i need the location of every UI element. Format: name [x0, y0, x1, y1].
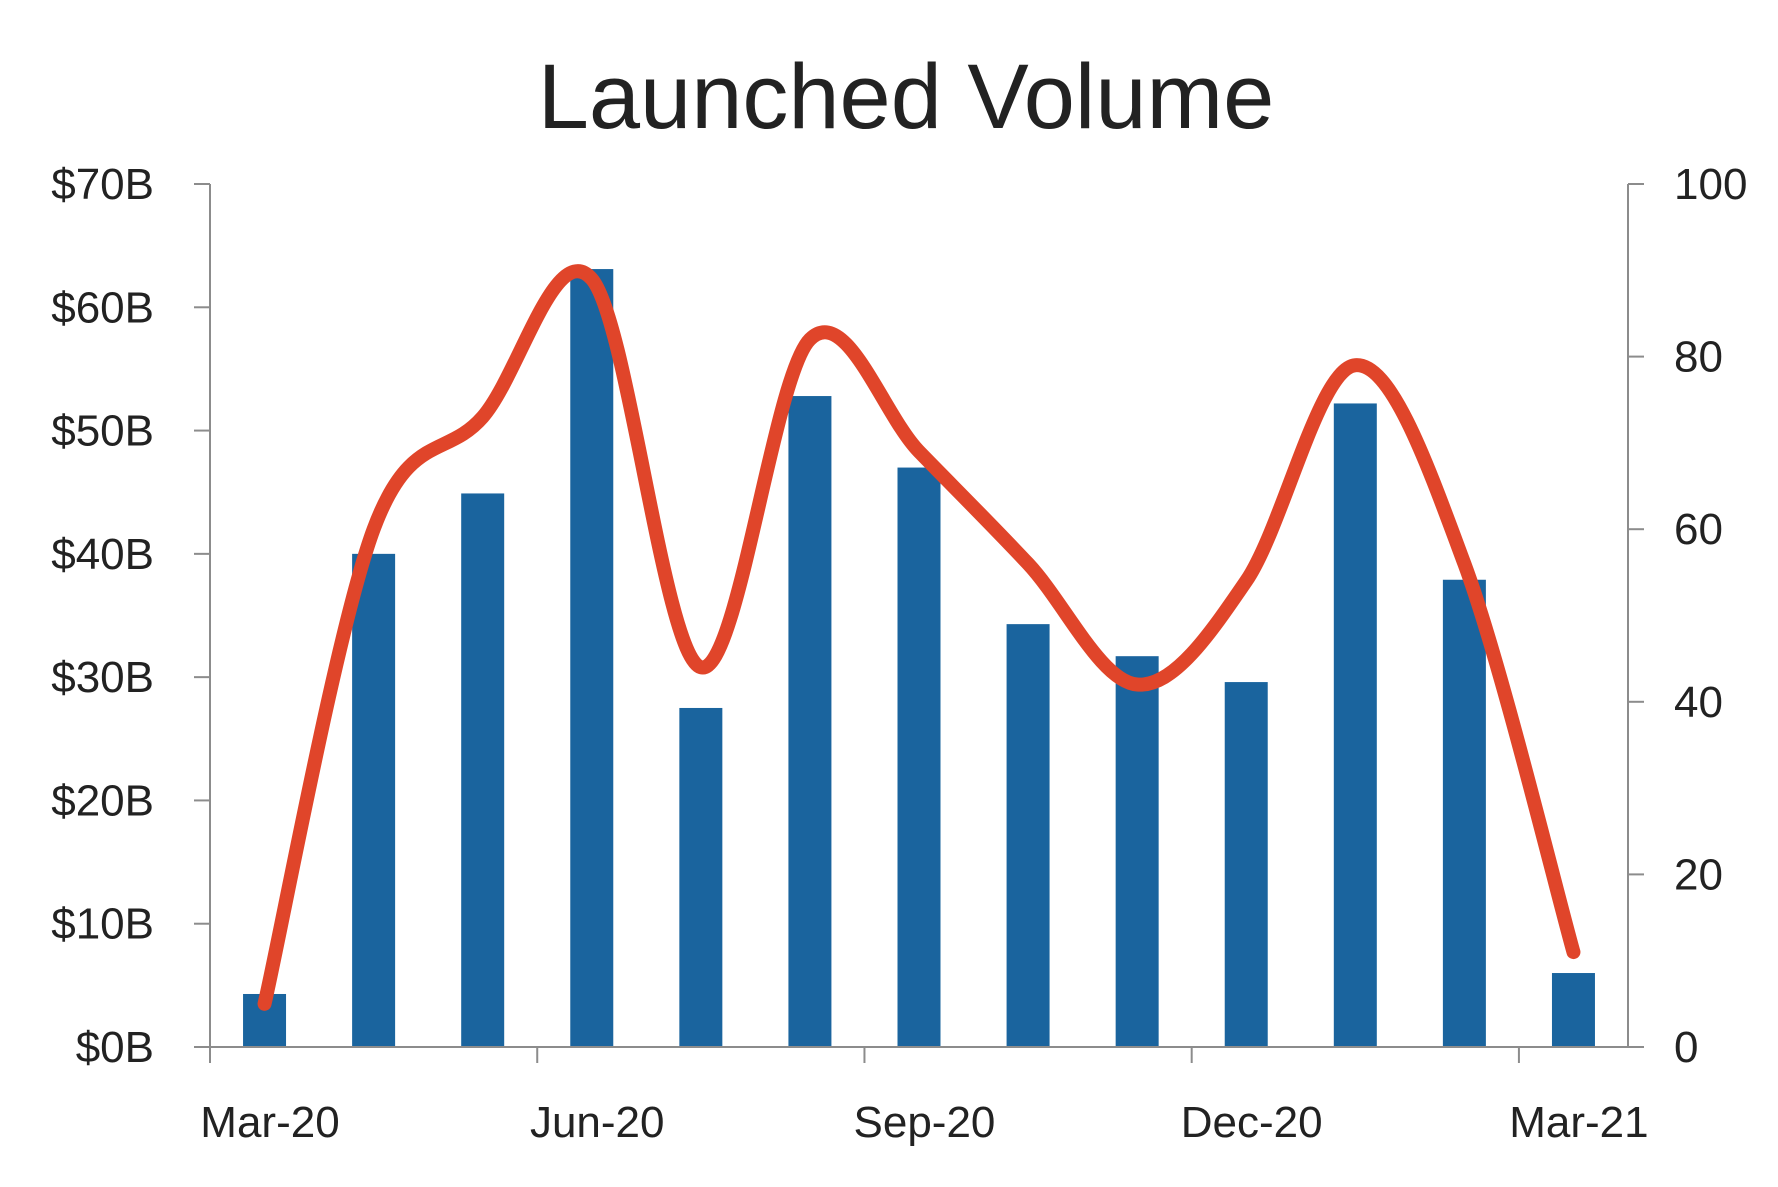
bar-dec-20: [1224, 682, 1268, 1047]
left-tick-label: $50B: [51, 407, 154, 456]
right-tick-label: 60: [1674, 505, 1723, 554]
right-tick-label: 100: [1674, 160, 1747, 209]
right-tick-label: 80: [1674, 333, 1723, 382]
left-tick-label: $10B: [51, 900, 154, 949]
left-tick-label: $0B: [76, 1023, 154, 1072]
bar-jan-21: [1333, 403, 1377, 1047]
bar-oct-20: [1006, 624, 1050, 1047]
x-tick-label: Sep-20: [854, 1098, 996, 1147]
bar-may-20: [461, 493, 505, 1047]
left-tick-label: $40B: [51, 530, 154, 579]
bar-mar-21: [1551, 973, 1595, 1047]
chart-title: Launched Volume: [538, 46, 1275, 148]
x-tick-label: Mar-20: [200, 1098, 339, 1147]
bar-jul-20: [679, 707, 723, 1047]
x-tick-label: Mar-21: [1509, 1098, 1648, 1147]
x-tick-label: Jun-20: [530, 1098, 665, 1147]
bar-nov-20: [1115, 656, 1159, 1047]
right-tick-label: 0: [1674, 1023, 1698, 1072]
count-line: [257, 264, 1581, 1011]
left-tick-label: $70B: [51, 160, 154, 209]
axes: [194, 183, 1644, 1063]
right-tick-label: 40: [1674, 678, 1723, 727]
left-tick-label: $60B: [51, 283, 154, 332]
bar-aug-20: [788, 396, 832, 1048]
bar-series: [243, 269, 1595, 1048]
bar-sep-20: [897, 467, 941, 1047]
tick-labels: $0B $10B $20B $30B $40B $50B $60B $70B 0 20 40 60 80…: [51, 160, 1747, 1147]
left-tick-label: $30B: [51, 653, 154, 702]
bar-jun-20: [570, 269, 614, 1047]
x-tick-label: Dec-20: [1181, 1098, 1323, 1147]
left-tick-label: $20B: [51, 776, 154, 825]
right-tick-label: 20: [1674, 850, 1723, 899]
bar-apr-20: [352, 553, 396, 1047]
bar-feb-21: [1442, 579, 1486, 1047]
line-series: [257, 264, 1581, 1011]
